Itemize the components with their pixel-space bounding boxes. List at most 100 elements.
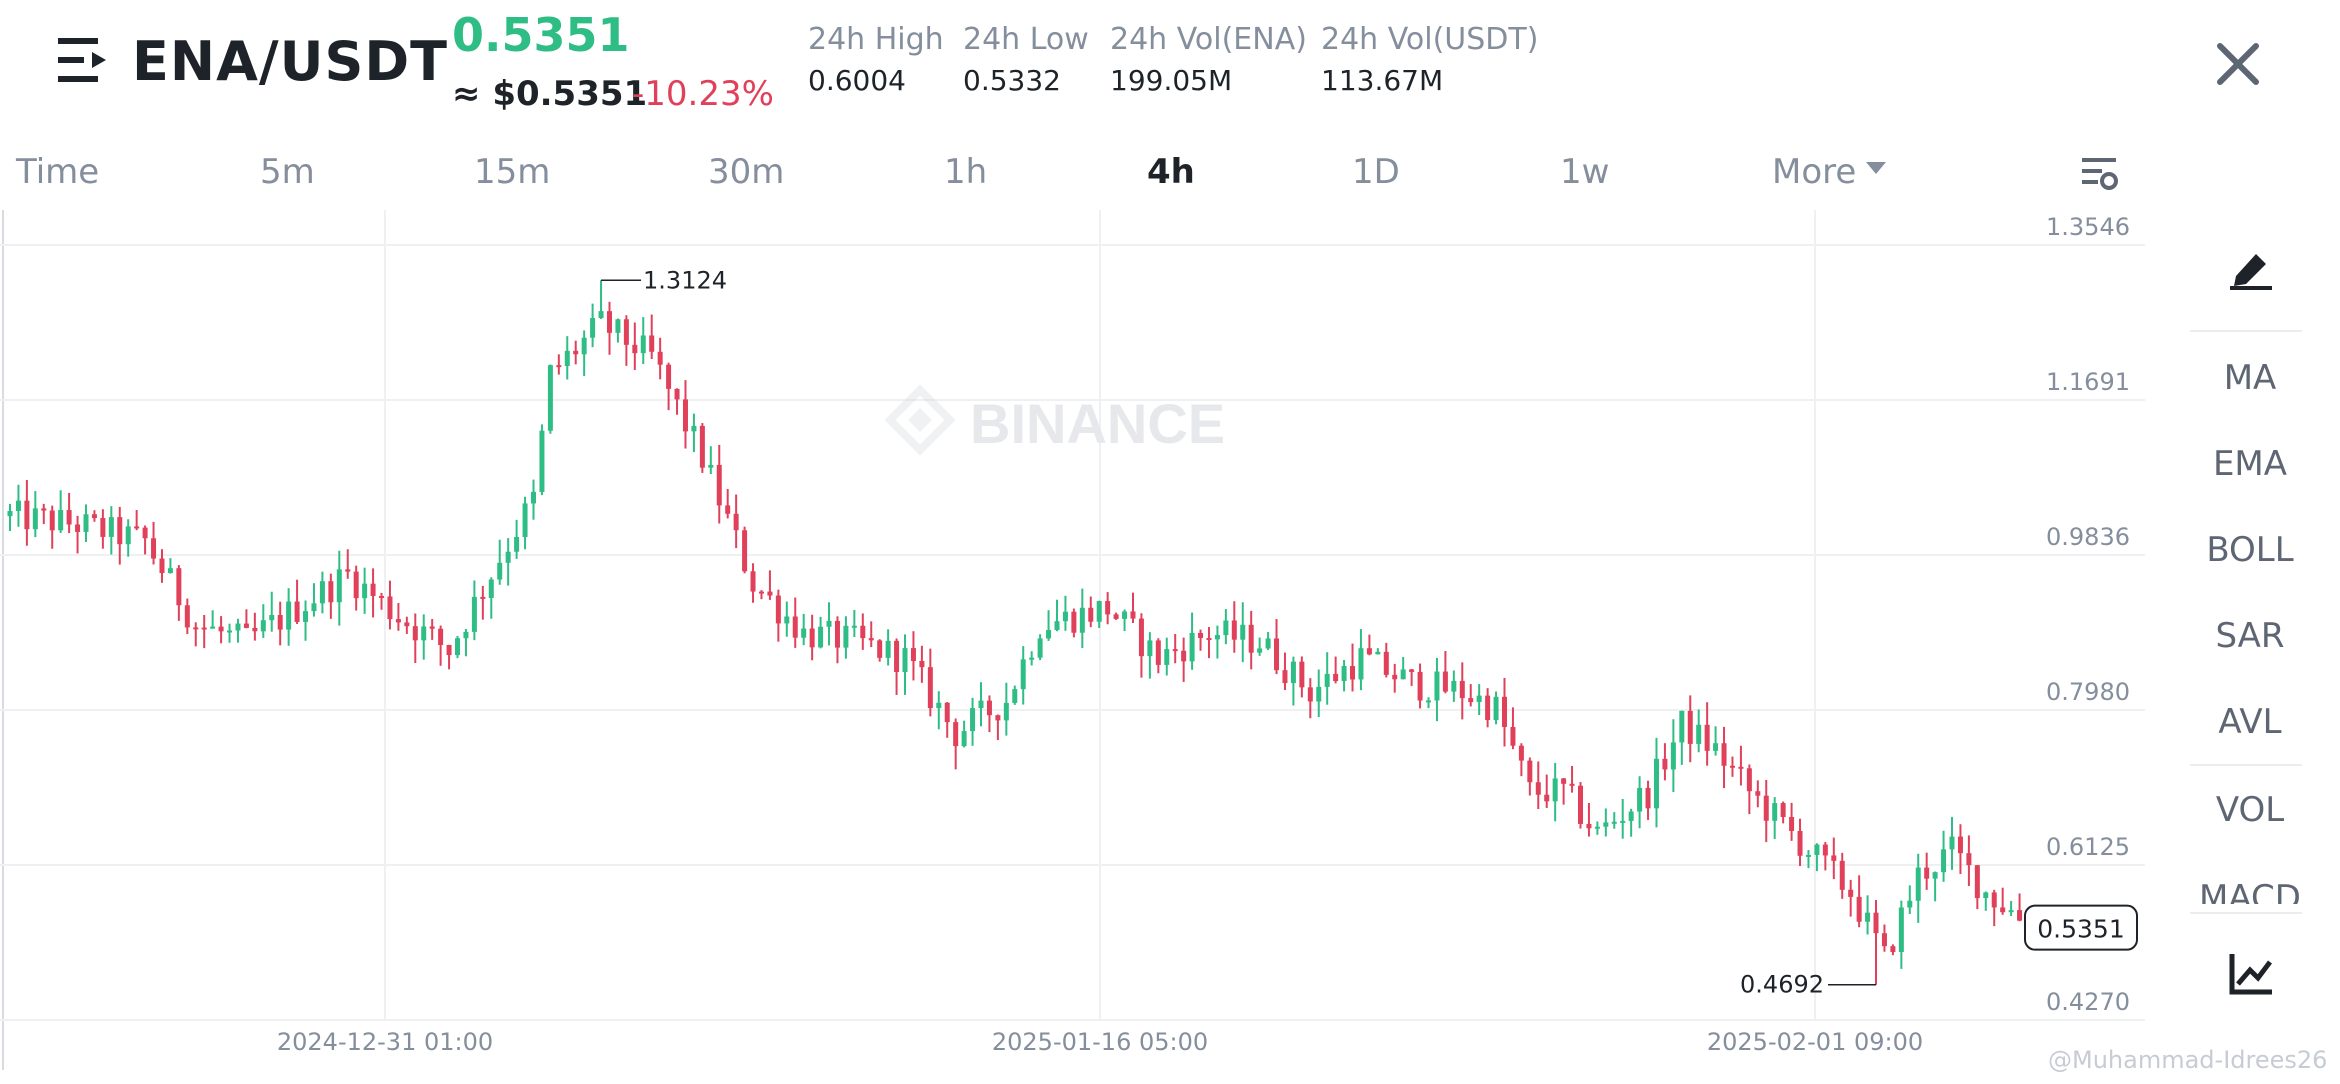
stat-24h-high-label: 24h High (808, 22, 944, 57)
candle-body (201, 627, 207, 630)
candle-body (843, 625, 849, 648)
tab-4h[interactable]: 4h (1147, 152, 1195, 192)
chart-analysis-icon[interactable] (2228, 950, 2274, 996)
candle-body (1544, 794, 1550, 802)
candle-body (1282, 670, 1288, 684)
tab-time[interactable]: Time (16, 152, 100, 192)
stat-24h-vol-usdt-label: 24h Vol(USDT) (1321, 22, 1539, 57)
candle-body (606, 311, 612, 333)
candle-body (547, 365, 553, 431)
x-tick-label: 2024-12-31 01:00 (277, 1028, 493, 1056)
candle-body (640, 335, 646, 354)
candle-body (826, 620, 832, 627)
candle-body (995, 715, 1001, 721)
candle-body (269, 615, 275, 621)
candle-body (1586, 823, 1592, 829)
y-tick-label: 1.3546 (2046, 213, 2130, 241)
candle-body (733, 513, 739, 531)
indicator-boll[interactable]: BOLL (2206, 530, 2294, 570)
candle-body (1915, 867, 1921, 901)
candle-body (235, 623, 241, 631)
candle-body (1569, 783, 1575, 786)
close-icon[interactable] (2210, 36, 2266, 92)
candle-body (100, 518, 106, 537)
candle-body (2000, 907, 2006, 913)
draw-pen-icon[interactable] (2228, 246, 2274, 290)
tab-30m[interactable]: 30m (708, 152, 785, 192)
tab-1d[interactable]: 1D (1352, 152, 1400, 192)
candle-body (1164, 649, 1170, 665)
ticker-header: ENA/USDT 0.5351 ≈ $0.5351 -10.23% 24h Hi… (0, 0, 2340, 140)
candle-body (1029, 657, 1035, 660)
tab-5m[interactable]: 5m (260, 152, 315, 192)
candle-body (2017, 910, 2023, 921)
candle-body (7, 511, 13, 517)
candle-body (210, 626, 216, 629)
candle-body (1299, 661, 1305, 688)
candle-body (1274, 638, 1280, 671)
candle-body (1392, 674, 1398, 680)
candle-body (497, 562, 503, 580)
candle-body (243, 623, 249, 628)
candle-body (227, 630, 233, 633)
binance-logo-icon (884, 384, 956, 456)
candle-body (598, 311, 604, 318)
candle-body (1772, 803, 1778, 821)
candle-body (649, 335, 655, 352)
candle-body (1594, 826, 1600, 829)
candle-body (1088, 607, 1094, 622)
indicator-macd[interactable]: MACD (2199, 878, 2301, 904)
tab-1h[interactable]: 1h (944, 152, 988, 192)
candle-body (1409, 669, 1415, 672)
chart-settings-icon[interactable] (2080, 154, 2120, 194)
candle-body (1105, 601, 1111, 615)
candle-body (1265, 638, 1271, 649)
candle-body (2008, 910, 2014, 913)
indicator-vol[interactable]: VOL (2215, 790, 2285, 830)
candle-body (1223, 620, 1229, 636)
candle-body (1780, 803, 1786, 818)
candle-body (623, 319, 629, 345)
tab-15m[interactable]: 15m (474, 152, 551, 192)
candle-body (387, 596, 393, 620)
candle-body (818, 626, 824, 648)
candle-body (1375, 651, 1381, 655)
indicator-avl[interactable]: AVL (2218, 702, 2282, 742)
candle-body (944, 702, 950, 723)
candle-body (1789, 817, 1795, 832)
indicator-sar[interactable]: SAR (2215, 616, 2285, 656)
candle-body (885, 640, 891, 658)
indicator-ma[interactable]: MA (2223, 358, 2277, 398)
last-price-label: 0.5351 (2037, 915, 2124, 944)
candle-body (49, 510, 55, 531)
candle-body (41, 508, 47, 511)
y-tick-label: 1.1691 (2046, 368, 2130, 396)
x-tick-label: 2025-01-16 05:00 (992, 1028, 1208, 1056)
candle-body (218, 626, 224, 632)
candle-body (1670, 742, 1676, 770)
candle-body (463, 631, 469, 639)
candle-body (792, 616, 798, 638)
candle-body (1848, 889, 1854, 897)
candle-body (1257, 648, 1263, 653)
candle-body (1071, 611, 1077, 633)
candle-body (1417, 671, 1423, 701)
candle-body (742, 530, 748, 572)
candle-body (902, 648, 908, 673)
chart-watermark-text: BINANCE (970, 392, 1225, 455)
trading-pair[interactable]: ENA/USDT (132, 30, 448, 93)
tab-more[interactable]: More (1772, 152, 1887, 192)
candle-body (868, 638, 874, 641)
menu-icon[interactable] (58, 36, 110, 84)
candle-body (379, 595, 385, 598)
chevron-down-icon (1866, 161, 1887, 174)
price-chart[interactable]: BINANCE 1.3546 1.1691 0.9836 0.7980 0.6125 0.… (0, 210, 2145, 1080)
candle-body (1476, 695, 1482, 703)
candle-body (809, 628, 815, 648)
candle-body (1890, 946, 1896, 953)
candlestick-chart[interactable]: BINANCE 1.3546 1.1691 0.9836 0.7980 0.6125 0.… (0, 210, 2145, 1080)
tab-1w[interactable]: 1w (1560, 152, 1610, 192)
candle-body (117, 517, 123, 545)
indicator-ema[interactable]: EMA (2212, 444, 2288, 484)
candle-body (1451, 680, 1457, 692)
